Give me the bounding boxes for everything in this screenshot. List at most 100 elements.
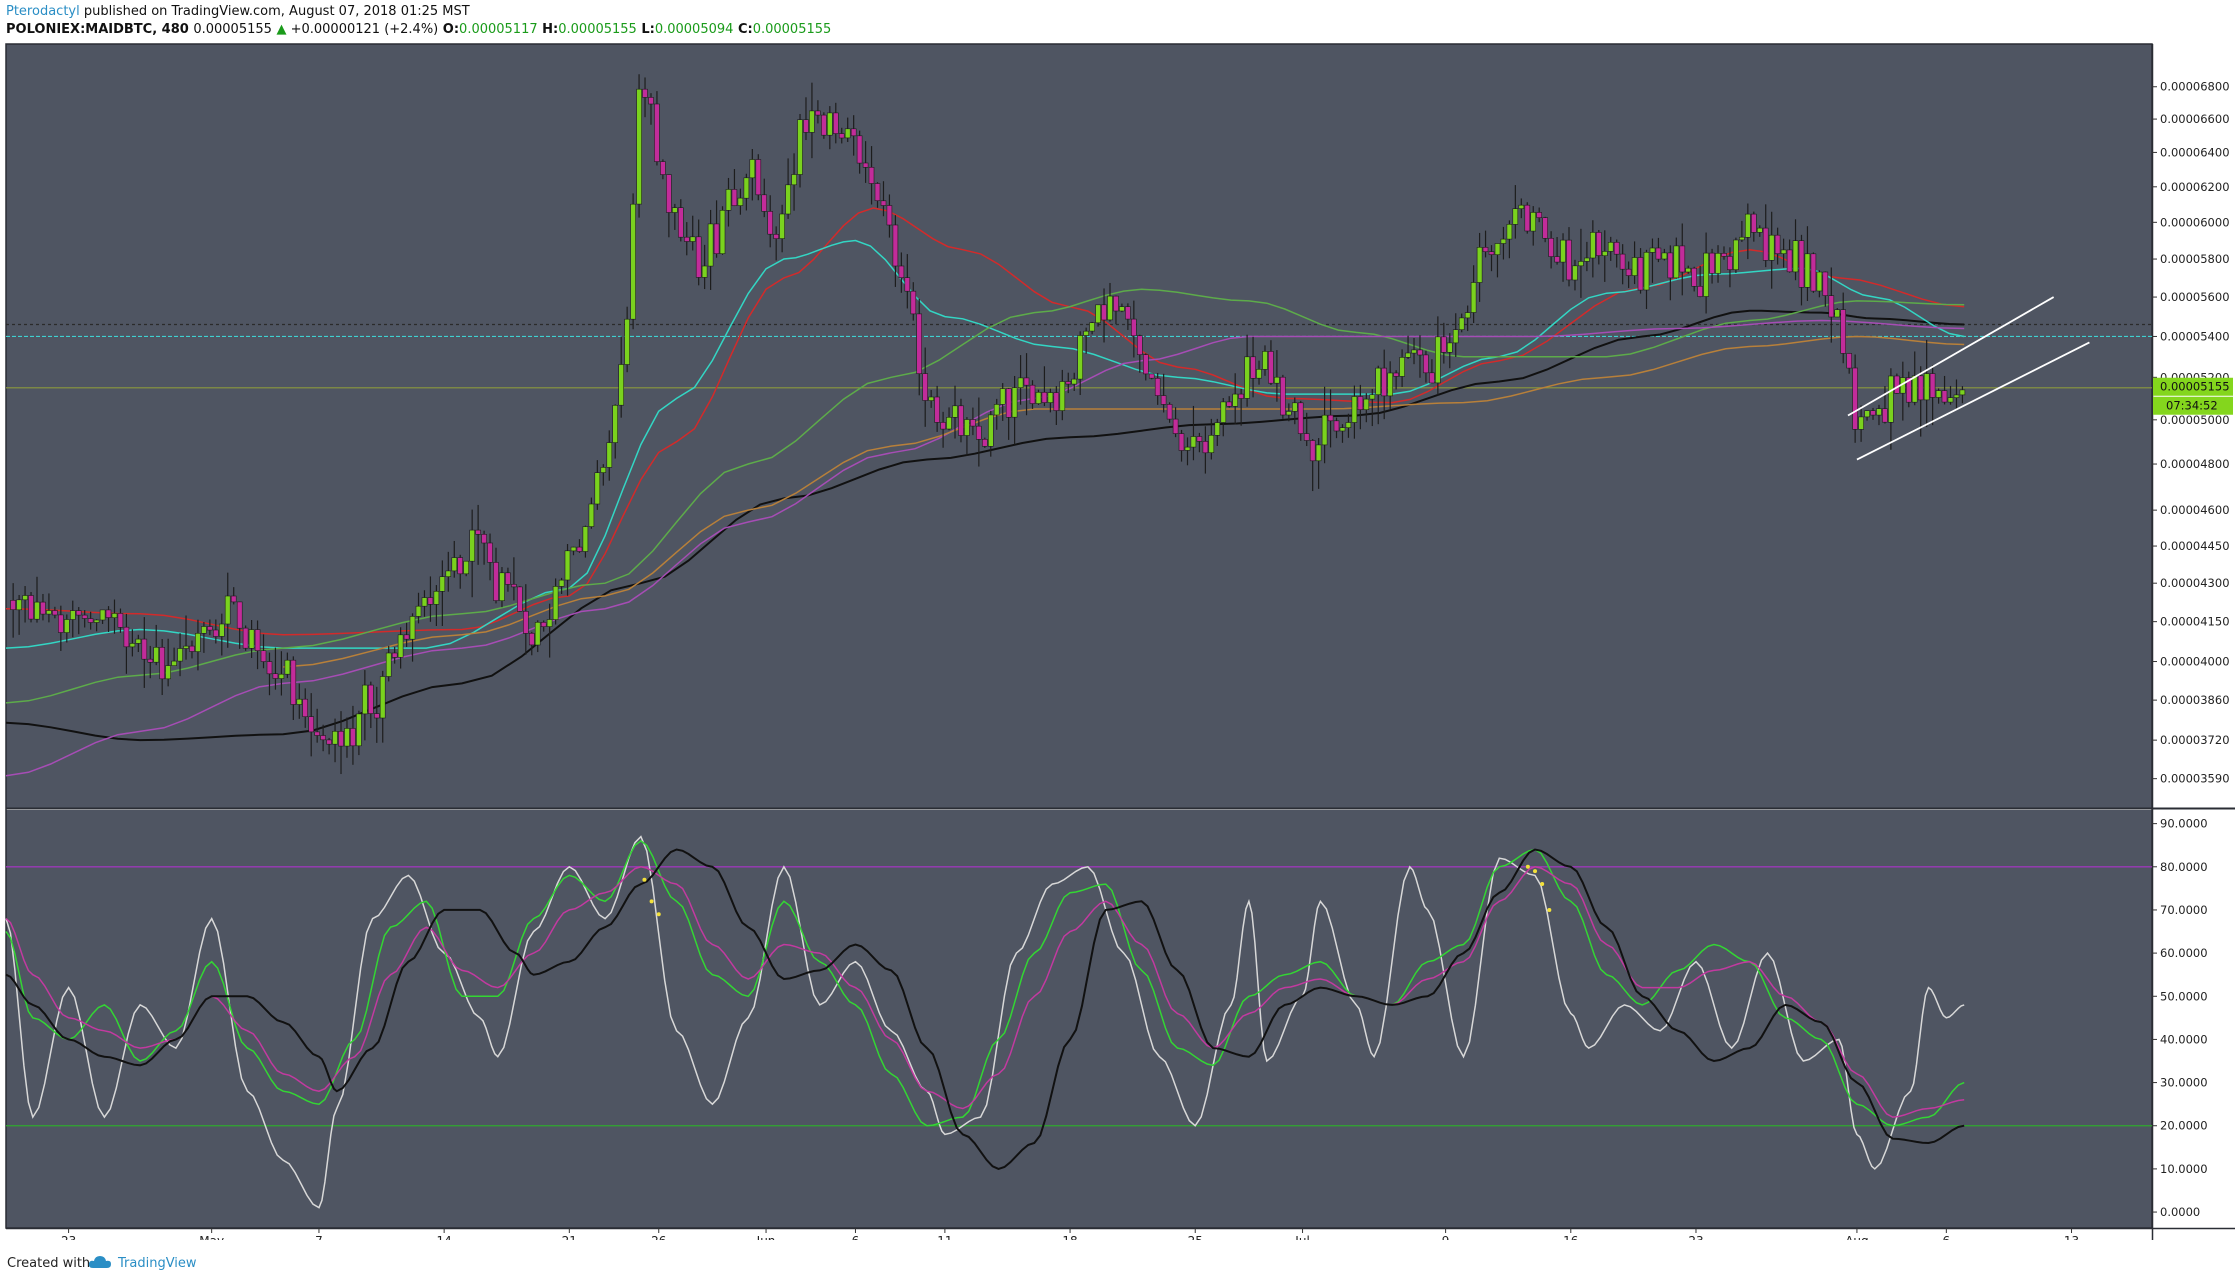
down-candle <box>350 728 356 747</box>
down-candle <box>767 211 774 235</box>
up-candle <box>1339 427 1346 432</box>
up-candle <box>70 610 76 620</box>
high-value: 0.00005155 <box>558 22 637 37</box>
down-candle <box>314 731 321 736</box>
down-candle <box>141 638 148 660</box>
up-candle <box>1220 401 1227 423</box>
price-pane-bg[interactable] <box>6 44 2152 808</box>
down-candle <box>326 739 332 745</box>
oscillator-axis[interactable]: 90.0000 80.0000 70.0000 60.0000 50.0000 40.00… <box>2152 817 2208 1219</box>
down-candle <box>1536 212 1542 218</box>
up-candle <box>928 396 935 401</box>
up-candle <box>1792 240 1799 273</box>
down-candle <box>1041 391 1048 403</box>
channel-trendline[interactable] <box>1847 296 2055 417</box>
down-candle <box>1751 213 1757 233</box>
down-candle <box>373 713 380 719</box>
up-candle <box>1506 224 1513 240</box>
up-candle <box>534 621 541 646</box>
channel-lines[interactable] <box>1847 296 2090 461</box>
publish-info: Pterodactyl published on TradingView.com… <box>6 4 470 19</box>
tradingview-link[interactable]: TradingView <box>118 1256 197 1271</box>
up-candle <box>779 213 785 239</box>
up-candle <box>1739 236 1745 241</box>
high-label: H: <box>542 22 559 37</box>
down-candle <box>904 277 911 292</box>
down-candle <box>1238 393 1244 399</box>
up-candle <box>1345 422 1352 428</box>
up-candle <box>1947 397 1954 403</box>
down-candle <box>838 133 845 139</box>
oscillator-signal-dot <box>1525 864 1530 869</box>
down-candle <box>713 223 720 254</box>
down-candle <box>40 601 46 615</box>
price-axis[interactable]: 0.00006800 0.00006600 0.00006400 0.00006200… <box>2152 80 2230 786</box>
down-candle <box>1566 239 1572 281</box>
down-candle <box>755 159 762 196</box>
down-candle <box>266 661 273 675</box>
up-candle <box>1035 391 1042 404</box>
candles <box>10 74 1966 775</box>
down-candle <box>1554 256 1560 263</box>
up-candle <box>1661 252 1668 260</box>
down-candle <box>254 629 261 651</box>
up-candle <box>1858 416 1864 430</box>
down-candle <box>1137 335 1143 356</box>
time-axis[interactable]: 23May7142126Jun6111825Jul91623Aug613 <box>61 1228 2079 1248</box>
oscillator-signal-dot <box>1540 882 1545 887</box>
down-candle <box>975 425 982 440</box>
down-candle <box>856 135 863 164</box>
down-candle <box>1619 253 1626 270</box>
countdown-label: 07:34:52 <box>2166 399 2218 413</box>
up-candle <box>34 601 40 620</box>
up-candle <box>552 586 559 620</box>
price-axis-label: 0.00006400 <box>2160 145 2230 159</box>
horizontal-levels[interactable] <box>6 323 2152 389</box>
down-candle <box>1822 271 1829 296</box>
oscillator-axis-label: 80.0000 <box>2160 860 2208 874</box>
up-candle <box>797 119 803 175</box>
author-link[interactable]: Pterodactyl <box>6 4 80 19</box>
down-candle <box>1333 420 1340 432</box>
down-candle <box>1786 249 1793 273</box>
down-candle <box>87 618 94 623</box>
channel-trendline[interactable] <box>1856 341 2090 461</box>
up-candle <box>219 623 225 637</box>
down-candle <box>1101 304 1107 321</box>
up-candle <box>570 546 577 552</box>
down-candle <box>511 583 517 588</box>
down-candle <box>1417 349 1423 356</box>
symbol-ohlc-line: POLONIEX:MAIDBTC, 480 0.00005155 ▲ +0.00… <box>6 22 831 37</box>
down-candle <box>57 614 64 633</box>
up-candle <box>1351 396 1358 423</box>
chart-canvas[interactable]: 0.00006800 0.00006600 0.00006400 0.00006200… <box>0 40 2235 1270</box>
up-candle <box>1768 234 1775 261</box>
price-tags: 0.00005155 07:34:52 <box>2153 377 2233 415</box>
up-candle <box>451 557 458 572</box>
current-price-label: 0.00005155 <box>2160 380 2230 394</box>
up-candle <box>1095 304 1101 324</box>
down-candle <box>1762 227 1769 261</box>
down-candle <box>457 557 464 575</box>
up-candle <box>1476 247 1483 283</box>
up-candle <box>1059 381 1066 411</box>
up-candle <box>964 419 970 436</box>
down-candle <box>832 112 839 134</box>
up-candle <box>177 648 183 662</box>
down-candle <box>207 626 213 631</box>
up-candle <box>1119 306 1125 312</box>
price-axis-label: 0.00005600 <box>2160 290 2230 304</box>
up-candle <box>1208 434 1215 453</box>
down-candle <box>1929 373 1936 398</box>
up-candle <box>1834 309 1840 318</box>
down-candle <box>1178 433 1185 451</box>
up-candle <box>606 442 613 468</box>
down-candle <box>898 265 905 278</box>
down-candle <box>970 419 976 427</box>
chart-area[interactable]: 0.00006800 0.00006600 0.00006400 0.00006200… <box>0 40 2235 1270</box>
oscillator-axis-label: 40.0000 <box>2160 1032 2208 1046</box>
up-candle <box>1315 444 1322 462</box>
up-candle <box>1387 372 1393 397</box>
tradingview-cloud-icon[interactable] <box>88 1255 112 1273</box>
up-candle <box>1011 387 1018 418</box>
